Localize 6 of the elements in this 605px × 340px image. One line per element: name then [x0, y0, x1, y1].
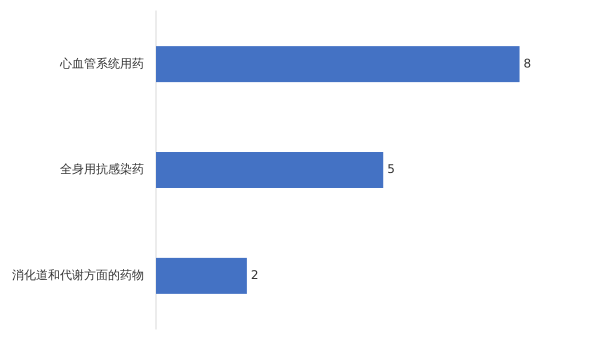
data-label: 8	[524, 56, 532, 70]
y-tick-label: 心血管系统用药	[59, 56, 144, 70]
data-label: 2	[250, 268, 259, 282]
y-tick-label: 全身用抗感染药	[60, 162, 144, 176]
data-label: 5	[387, 162, 395, 176]
y-tick-label: 消化道和代谢方面的药物	[12, 268, 144, 282]
